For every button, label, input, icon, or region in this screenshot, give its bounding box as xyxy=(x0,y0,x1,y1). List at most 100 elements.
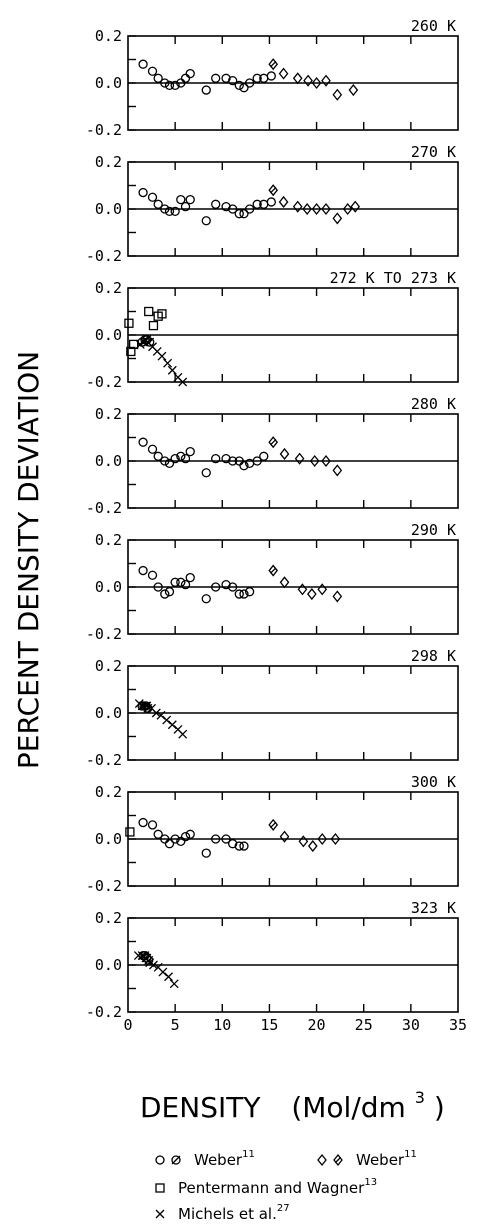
data-point-circle xyxy=(164,80,175,90)
y-tick-label: 0.0 xyxy=(95,830,122,848)
legend-marker-circle xyxy=(155,1155,165,1165)
y-axis-title: PERCENT DENSITY DEVIATION xyxy=(12,351,45,769)
legend-marker-diamond-slash xyxy=(333,1153,343,1167)
data-point-circle xyxy=(180,201,191,212)
data-point-circle xyxy=(170,206,180,217)
data-point-circle xyxy=(201,85,211,95)
data-point-circle xyxy=(185,194,195,205)
data-point-circle xyxy=(170,577,180,587)
data-point-circle xyxy=(244,587,255,597)
data-point-diamond xyxy=(332,212,343,225)
panel-1: 0.2 0.0 -0.2 260 K xyxy=(86,17,459,139)
legend-entry: Michels et al.27 xyxy=(155,1203,290,1223)
data-point-diamond xyxy=(348,84,359,97)
data-point-circle xyxy=(185,829,195,839)
data-point-diamond xyxy=(321,74,331,87)
data-point-cross xyxy=(151,708,161,718)
x-tick-label: 35 xyxy=(449,1016,467,1034)
legend-reference: 13 xyxy=(364,1177,377,1188)
data-point-square xyxy=(124,318,134,328)
data-point-circle xyxy=(180,832,191,842)
data-point-circle xyxy=(239,841,249,851)
data-point-diamond xyxy=(292,200,303,213)
x-tick-label: 10 xyxy=(213,1016,231,1034)
data-point-diamond xyxy=(332,590,343,603)
y-tick-label: 0.2 xyxy=(95,27,122,45)
data-point-diamond xyxy=(332,88,343,101)
data-point-circle xyxy=(228,582,238,592)
data-point-diamond-slash xyxy=(268,436,279,449)
data-point-circle xyxy=(138,565,148,576)
data-point-cross xyxy=(164,972,174,982)
data-point-circle xyxy=(160,456,170,466)
y-tick-label: 0.0 xyxy=(95,74,122,92)
panel-temperature-label: 290 K xyxy=(411,521,456,539)
data-point-circle xyxy=(153,451,163,461)
data-point-circle xyxy=(147,192,158,202)
data-point-circle xyxy=(160,589,170,599)
data-point-diamond xyxy=(307,588,317,601)
data-point-circle xyxy=(160,834,170,844)
data-point-diamond-slash xyxy=(268,184,279,197)
x-axis-title: DENSITY (Mol/dm 3 ) xyxy=(140,1077,445,1124)
panel-temperature-label: 298 K xyxy=(411,647,456,665)
panel-5: 0.2 0.0 -0.2 290 K xyxy=(86,521,459,643)
data-point-circle xyxy=(147,820,158,830)
y-tick-label: 0.0 xyxy=(95,704,122,722)
legend-label: Weber11 xyxy=(356,1149,417,1169)
data-point-square xyxy=(125,827,135,837)
data-point-circle xyxy=(160,204,170,214)
data-point-circle xyxy=(147,444,158,454)
data-point-circle xyxy=(221,580,231,590)
data-point-circle xyxy=(138,817,148,828)
panel-2: 0.2 0.0 -0.2 270 K xyxy=(86,143,459,265)
data-point-circle xyxy=(234,456,244,466)
data-point-cross xyxy=(167,720,177,730)
data-point-diamond xyxy=(279,576,290,589)
data-point-square xyxy=(148,320,159,331)
data-point-circle xyxy=(211,73,221,83)
data-point-diamond xyxy=(321,454,331,468)
panel-7: 0.2 0.0 -0.2 300 K xyxy=(86,773,459,895)
data-point-cross xyxy=(148,960,158,970)
data-point-diamond xyxy=(294,452,305,465)
data-point-diamond xyxy=(307,840,318,853)
data-point-circle xyxy=(138,437,148,447)
y-tick-label: 0.0 xyxy=(95,200,122,218)
data-point-cross xyxy=(142,701,152,711)
panel-8: 0.2 0.0 -0.2 323 K xyxy=(86,899,459,1021)
y-tick-label: 0.2 xyxy=(95,909,122,927)
y-tick-label: 0.2 xyxy=(95,153,122,171)
data-point-circle xyxy=(160,78,170,88)
data-point-circle xyxy=(266,71,276,81)
data-point-diamond-slash xyxy=(268,58,279,71)
data-point-cross xyxy=(163,358,173,368)
data-point-cross xyxy=(178,729,188,739)
data-point-diamond xyxy=(309,454,320,468)
data-point-cross xyxy=(167,365,177,375)
data-point-diamond xyxy=(298,835,309,848)
data-point-circle xyxy=(176,451,186,461)
data-point-circle xyxy=(201,468,211,478)
data-point-diamond xyxy=(279,830,290,843)
data-point-circle xyxy=(180,580,191,590)
data-point-circle xyxy=(170,80,180,90)
y-tick-label: -0.2 xyxy=(86,877,122,895)
data-point-cross xyxy=(141,953,151,963)
x-tick-label: 30 xyxy=(402,1016,420,1034)
data-point-circle xyxy=(244,204,255,214)
legend-entry: Weber11 xyxy=(317,1149,417,1169)
data-point-circle xyxy=(239,209,249,219)
x-axis-title-main: DENSITY xyxy=(140,1091,261,1124)
data-point-circle xyxy=(228,204,238,214)
data-point-circle xyxy=(164,458,175,469)
y-tick-label: -0.2 xyxy=(86,373,122,391)
data-point-diamond xyxy=(279,447,290,460)
y-tick-label: -0.2 xyxy=(86,1003,122,1021)
x-axis-title-close: ) xyxy=(434,1091,445,1124)
data-point-diamond xyxy=(332,464,343,477)
data-point-circle xyxy=(234,80,244,90)
data-point-circle xyxy=(252,199,262,209)
data-point-circle xyxy=(176,577,186,587)
